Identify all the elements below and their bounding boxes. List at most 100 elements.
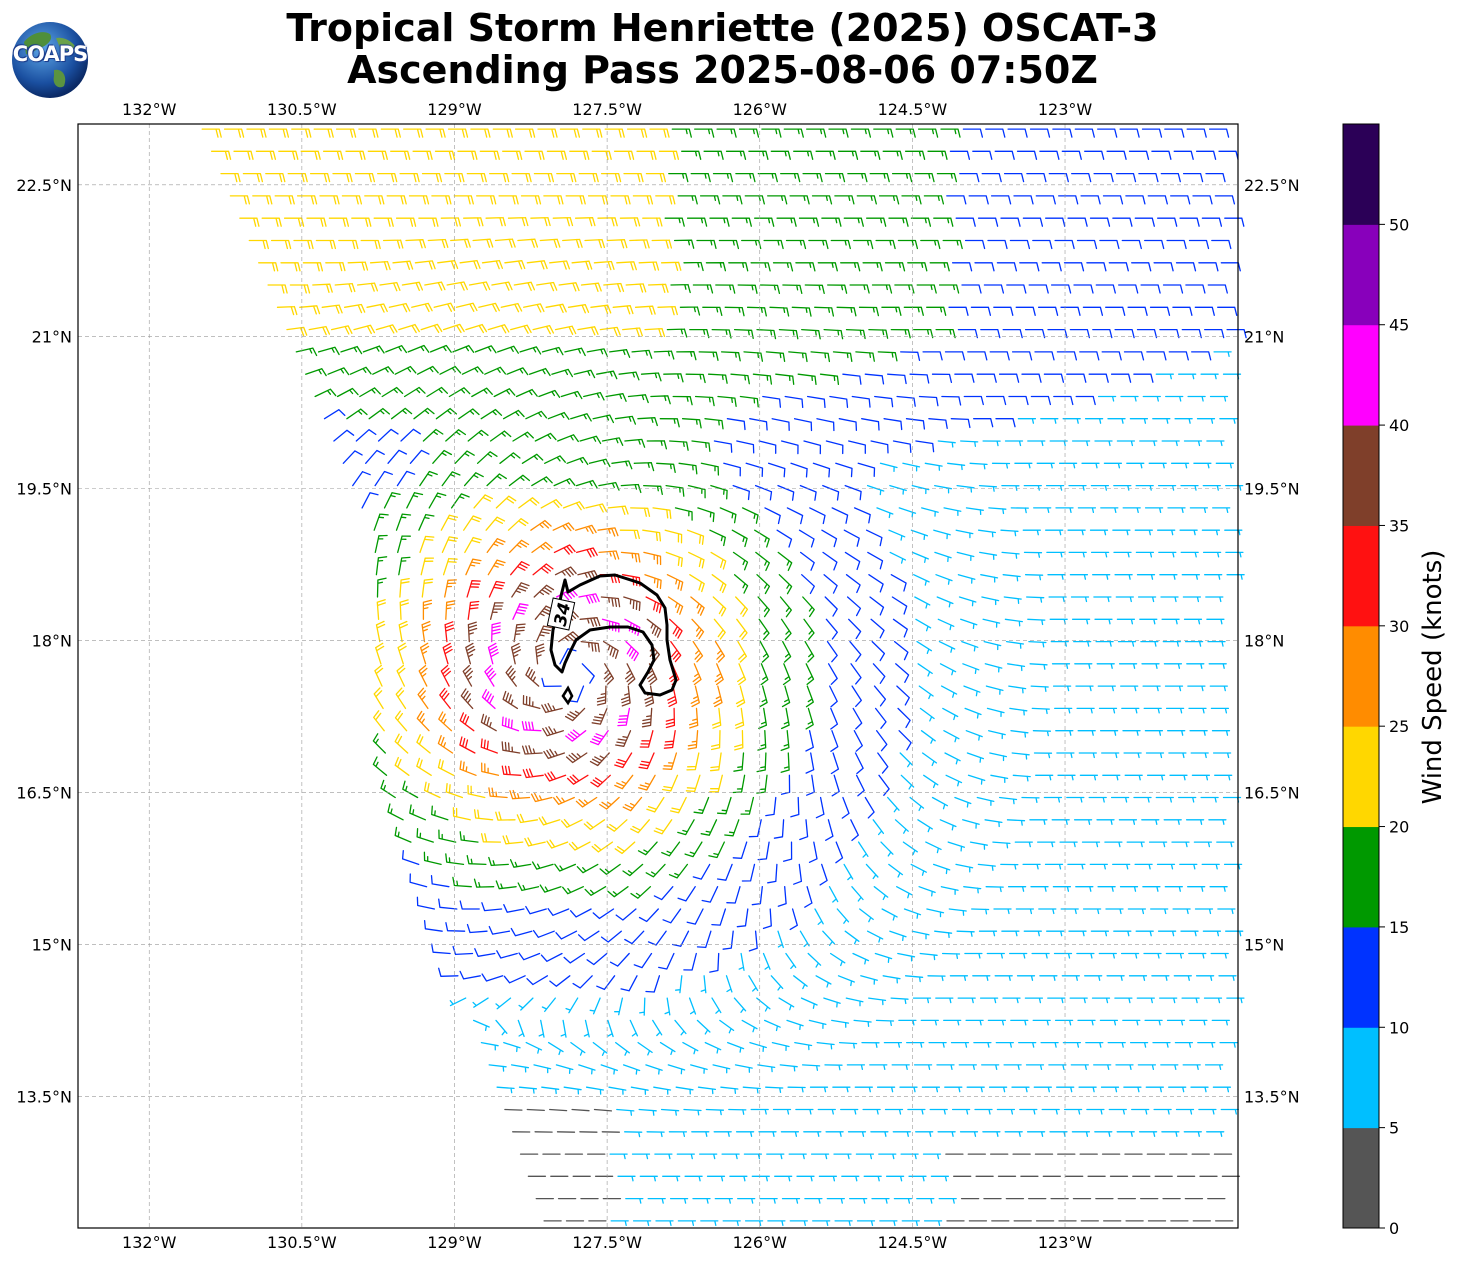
wind-barb (993, 306, 1014, 316)
wind-barb (465, 642, 476, 665)
wind-barb (624, 1131, 643, 1138)
wind-barb (1182, 596, 1202, 603)
wind-barb (859, 908, 874, 923)
wind-barb (690, 685, 700, 708)
wind-barb (509, 789, 531, 800)
wind-barb (988, 1086, 1008, 1093)
wind-barb (1212, 1086, 1232, 1093)
wind-barb (1033, 507, 1052, 514)
wind-barb (335, 128, 357, 138)
wind-barb (1049, 1131, 1068, 1137)
wind-barb (463, 472, 484, 487)
wind-barb (950, 1041, 970, 1048)
wind-barb (554, 566, 577, 577)
wind-barb (478, 302, 500, 313)
wind-barb (1166, 239, 1187, 250)
wind-barb (711, 707, 722, 729)
wind-barb (898, 507, 917, 518)
wind-barb (686, 217, 708, 227)
wind-barb (1114, 997, 1133, 1004)
wind-barb (1110, 373, 1132, 383)
wind-barb (1131, 262, 1152, 272)
wind-barb (737, 663, 747, 686)
wind-barb (330, 325, 353, 335)
wind-barb (782, 640, 792, 663)
wind-barb (555, 588, 578, 601)
wind-barb (585, 503, 607, 513)
wind-barb (780, 752, 790, 773)
wind-barb (620, 551, 641, 563)
wind-barb (394, 710, 408, 732)
wind-barb (1051, 819, 1070, 825)
wind-barb (778, 997, 795, 1011)
wind-barb (625, 1197, 644, 1204)
wind-barb (1155, 373, 1174, 380)
wind-barb (922, 1153, 942, 1160)
wind-barb (642, 217, 663, 227)
wind-barb (524, 150, 545, 160)
wind-barb (1123, 752, 1142, 759)
wind-barb (915, 1131, 934, 1137)
wind-barb (676, 351, 697, 361)
wind-barb (711, 908, 727, 926)
wind-barb (589, 997, 601, 1015)
wind-barb (757, 596, 770, 618)
wind-barb (1149, 306, 1171, 316)
wind-barb (759, 284, 781, 295)
wind-barb (947, 462, 966, 471)
wind-barb (467, 429, 489, 442)
wind-barb (732, 841, 748, 859)
wind-barb (488, 787, 508, 799)
wind-barb (351, 217, 372, 227)
wind-barb (669, 440, 689, 451)
wind-barb (1024, 997, 1044, 1004)
wind-barb (728, 262, 749, 272)
wind-barb (809, 1086, 829, 1093)
wind-barb (862, 1108, 881, 1115)
wind-barb (780, 730, 790, 752)
wind-barb (948, 908, 967, 916)
wind-barb (895, 128, 916, 138)
wind-barb (1137, 596, 1157, 603)
wind-barb (773, 819, 785, 839)
wind-barb (609, 1153, 628, 1160)
wind-barb (853, 1019, 872, 1027)
wind-barb (852, 707, 863, 730)
wind-barb (969, 841, 988, 850)
wind-barb (1185, 819, 1205, 825)
wind-barb (940, 128, 961, 138)
wind-barb (686, 752, 700, 771)
wind-barb (844, 930, 860, 945)
wind-barb (988, 507, 1007, 515)
wind-barb (764, 507, 781, 525)
wind-barb (512, 431, 534, 442)
wind-barb (386, 195, 407, 205)
wind-barb (1187, 685, 1206, 692)
wind-barb (708, 841, 725, 859)
wind-barb (1145, 752, 1165, 759)
wind-barb (805, 663, 815, 686)
wind-barb (580, 640, 600, 653)
colorbar-bin-5 (1343, 625, 1379, 727)
wind-barb (334, 282, 356, 293)
wind-barb (655, 195, 676, 205)
wind-barb (1047, 997, 1066, 1004)
wind-barb (795, 1108, 814, 1115)
wind-barb (1114, 574, 1133, 580)
wind-barb (452, 807, 471, 821)
wind-barb (1075, 886, 1094, 892)
wind-barb (847, 1131, 867, 1137)
wind-barb (692, 863, 711, 880)
wind-barb (504, 1108, 523, 1111)
wind-barb (899, 1086, 918, 1093)
wind-barb (598, 550, 620, 560)
wind-barb (730, 373, 750, 385)
wind-barb (1050, 640, 1069, 647)
wind-barb (438, 829, 457, 843)
wind-barb (541, 702, 563, 714)
wind-barb (1148, 841, 1168, 848)
wind-barb (491, 281, 513, 291)
wind-barb (993, 908, 1012, 915)
wind-barb (438, 967, 459, 977)
wind-barb (1086, 262, 1107, 272)
